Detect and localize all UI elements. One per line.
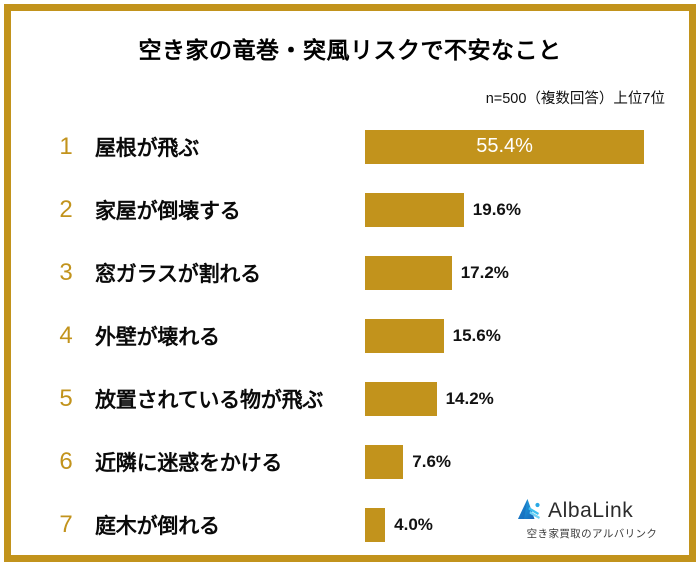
rank-number: 4 — [59, 321, 73, 349]
bar-chart-rows: 1 屋根が飛ぶ 55.4% 55.4% 2 家屋が倒壊する 19.6% 19.6… — [11, 115, 689, 556]
bar-value-outside: 4.0% — [394, 514, 433, 534]
category-label: 放置されている物が飛ぶ — [95, 388, 324, 412]
category-label: 屋根が飛ぶ — [95, 136, 199, 160]
bar-area: 15.6% 15.6% — [365, 318, 679, 353]
chart-row: 1 屋根が飛ぶ 55.4% 55.4% — [11, 115, 689, 178]
chart-row: 4 外壁が壊れる 15.6% 15.6% — [11, 304, 689, 367]
chart-row: 7 庭木が倒れる 4.0% 4.0% — [11, 493, 689, 556]
bar: 4.0% — [365, 507, 386, 542]
bar: 19.6% — [365, 192, 464, 227]
category-label: 近隣に迷惑をかける — [95, 451, 283, 475]
bar-value-outside: 19.6% — [472, 199, 521, 219]
chart-subtitle-sample-size: n=500（複数回答）上位7位 — [485, 91, 665, 107]
albalink-mountain-icon — [517, 498, 543, 522]
chart-title: 空き家の竜巻・突風リスクで不安なこと — [138, 37, 562, 63]
bar-area: 19.6% 19.6% — [365, 192, 679, 227]
rank-number: 1 — [59, 132, 73, 160]
bar: 14.2% — [365, 381, 437, 416]
bar-value-inside: 55.4% — [476, 135, 533, 157]
brand-logo-main: AlbaLink — [517, 498, 667, 522]
bar: 15.6% — [365, 318, 444, 353]
bar: 7.6% — [365, 444, 404, 479]
rank-number: 7 — [59, 510, 73, 538]
brand-tagline: 空き家買取のアルバリンク — [526, 528, 658, 540]
chart-row: 6 近隣に迷惑をかける 7.6% 7.6% — [11, 430, 689, 493]
chart-row: 3 窓ガラスが割れる 17.2% 17.2% — [11, 241, 689, 304]
rank-number: 2 — [59, 195, 73, 223]
rank-number: 3 — [59, 258, 73, 286]
brand-logo: AlbaLink 空き家買取のアルバリンク — [517, 498, 667, 541]
chart-row: 2 家屋が倒壊する 19.6% 19.6% — [11, 178, 689, 241]
bar-value-outside: 17.2% — [460, 262, 509, 282]
bar-area: 17.2% 17.2% — [365, 255, 679, 290]
category-label: 窓ガラスが割れる — [95, 262, 261, 286]
rank-number: 6 — [59, 447, 73, 475]
bar-area: 4.0% 4.0% — [365, 507, 679, 542]
bar: 17.2% — [365, 255, 452, 290]
bar-area: 55.4% 55.4% — [365, 129, 679, 164]
bar: 55.4% — [365, 129, 645, 164]
bar-value-outside: 14.2% — [445, 388, 494, 408]
bar-value-outside: 15.6% — [452, 325, 501, 345]
rank-number: 5 — [59, 384, 73, 412]
bar-value-outside: 7.6% — [412, 451, 452, 471]
category-label: 庭木が倒れる — [95, 514, 220, 538]
category-label: 外壁が壊れる — [95, 325, 220, 349]
brand-name: AlbaLink — [548, 498, 634, 522]
bar-area: 14.2% 14.2% — [365, 381, 679, 416]
chart-row: 5 放置されている物が飛ぶ 14.2% 14.2% — [11, 367, 689, 430]
bar-area: 7.6% 7.6% — [365, 444, 679, 479]
category-label: 家屋が倒壊する — [95, 199, 241, 223]
chart-card: 空き家の竜巻・突風リスクで不安なこと n=500（複数回答）上位7位 1 屋根が… — [4, 4, 696, 562]
